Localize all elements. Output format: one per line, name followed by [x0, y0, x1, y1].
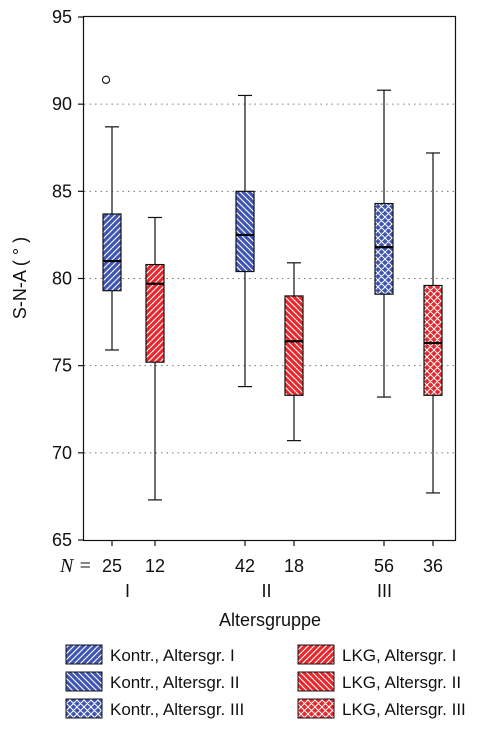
n-count-label: 42	[235, 556, 255, 576]
box-3	[235, 94, 255, 388]
y-axis: 65 70 75 80 85 90 95	[52, 7, 84, 550]
box-1	[101, 75, 122, 351]
y-tick-label: 75	[52, 356, 72, 376]
box-5	[374, 89, 394, 398]
y-tick-label: 95	[52, 7, 72, 27]
box-body	[284, 295, 304, 396]
legend-label: LKG, Altersgr. I	[342, 646, 456, 665]
legend-item: Kontr., Altersgr. II	[65, 671, 239, 692]
box-body	[102, 213, 122, 292]
legend-label: LKG, Altersgr. III	[342, 700, 466, 719]
box-6	[423, 152, 443, 494]
legend-swatch-hatch	[65, 698, 103, 719]
box-series	[101, 75, 443, 501]
n-count-label: 25	[102, 556, 122, 576]
y-tick-label: 70	[52, 443, 72, 463]
legend-label: Kontr., Altersgr. II	[110, 673, 239, 692]
n-count-label: 18	[284, 556, 304, 576]
legend-swatch-hatch	[297, 698, 335, 719]
box-body	[145, 263, 165, 363]
n-count-label: 36	[423, 556, 443, 576]
box-body	[374, 202, 394, 295]
n-count-label: 12	[145, 556, 165, 576]
legend-swatch-hatch	[297, 644, 335, 665]
y-tick-label: 80	[52, 269, 72, 289]
legend-item: LKG, Altersgr. II	[297, 671, 461, 692]
legend-item: LKG, Altersgr. III	[297, 698, 466, 719]
legend-label: Kontr., Altersgr. I	[110, 646, 235, 665]
box-body	[423, 284, 443, 396]
legend-swatch-hatch	[65, 671, 103, 692]
gridlines	[84, 103, 455, 454]
n-label: N =	[59, 555, 92, 577]
group-label: III	[377, 581, 392, 601]
legend-label: Kontr., Altersgr. III	[110, 700, 244, 719]
legend-swatch-hatch	[65, 644, 103, 665]
y-axis-title: S-N-A ( ° )	[10, 237, 30, 319]
legend-label: LKG, Altersgr. II	[342, 673, 461, 692]
legend-item: Kontr., Altersgr. III	[65, 698, 244, 719]
box-4	[284, 262, 304, 442]
legend: Kontr., Altersgr. I Kontr., Altersgr. II K…	[65, 644, 466, 719]
x-axis-title: Altersgruppe	[219, 610, 321, 630]
group-label: I	[125, 581, 130, 601]
x-axis: 25 12 42 18 56 36I II III	[102, 540, 443, 601]
box-2	[145, 216, 165, 501]
legend-swatch-hatch	[297, 671, 335, 692]
n-count-label: 56	[374, 556, 394, 576]
legend-item: LKG, Altersgr. I	[297, 644, 456, 665]
y-tick-label: 90	[52, 94, 72, 114]
outlier-point	[101, 75, 111, 84]
legend-item: Kontr., Altersgr. I	[65, 644, 235, 665]
box-body	[235, 190, 255, 273]
y-tick-label: 85	[52, 181, 72, 201]
y-tick-label: 65	[52, 530, 72, 550]
group-label: II	[261, 581, 271, 601]
